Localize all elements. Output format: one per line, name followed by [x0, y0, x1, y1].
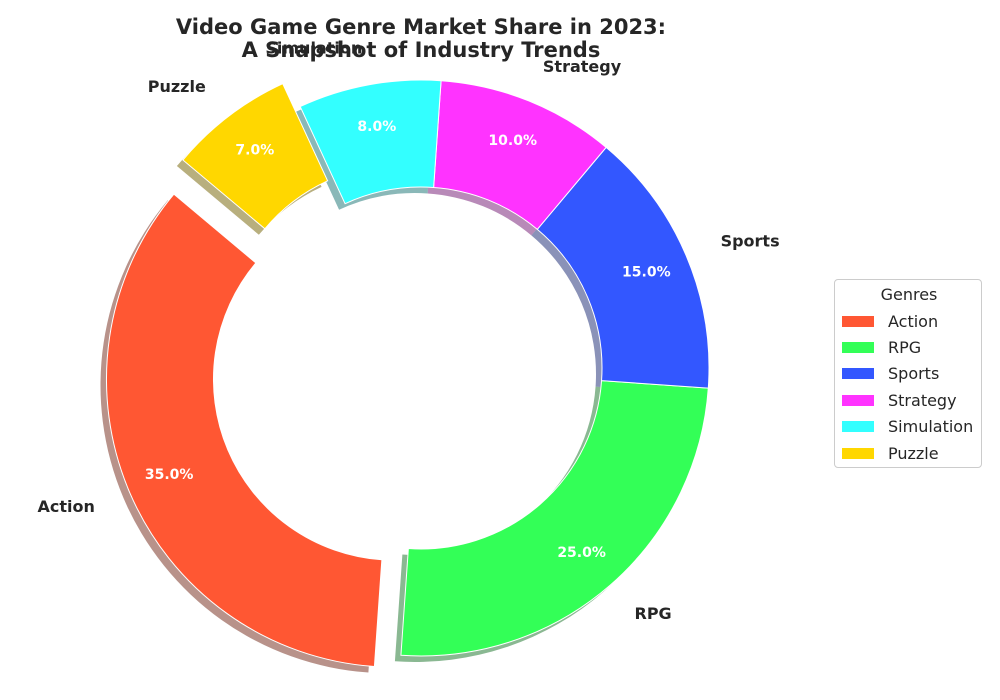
legend-entry-simulation: Simulation: [841, 414, 981, 440]
slice-puzzle: [182, 83, 329, 230]
slice-label-puzzle: Puzzle: [148, 77, 206, 96]
legend-label-simulation: Simulation: [888, 417, 974, 437]
slice-simulation: [299, 79, 442, 205]
legend-swatch-action: [842, 315, 874, 327]
pct-label-simulation: 8.0%: [357, 119, 396, 135]
pct-label-strategy: 10.0%: [488, 133, 537, 149]
legend-label-sports: Sports: [888, 364, 940, 384]
legend-swatch-rpg: [842, 342, 874, 354]
legend: Genres Action RPG Sports Strategy Simulation…: [834, 279, 982, 468]
legend-label-rpg: RPG: [888, 338, 922, 358]
slice-label-rpg: RPG: [635, 604, 672, 623]
pct-label-rpg: 25.0%: [557, 545, 606, 561]
pct-label-action: 35.0%: [145, 467, 194, 483]
legend-entry-action: Action: [841, 308, 981, 334]
slice-label-sports: Sports: [721, 231, 780, 250]
legend-title: Genres: [880, 285, 938, 304]
legend-label-puzzle: Puzzle: [888, 443, 939, 463]
legend-swatch-simulation: [842, 421, 874, 433]
pct-label-sports: 15.0%: [622, 264, 671, 280]
slice-labels: Action 35.0% RPG 25.0% Sports 15.0% Strategy 10…: [38, 38, 780, 623]
pct-label-puzzle: 7.0%: [235, 143, 274, 159]
legend-entry-puzzle: Puzzle: [841, 440, 981, 466]
chart-title-line-2: A Snapshot of Industry Trends: [242, 38, 601, 62]
legend-label-strategy: Strategy: [888, 390, 957, 410]
legend-swatch-strategy: [842, 394, 874, 406]
slices: [106, 79, 710, 668]
legend-entries: Action RPG Sports Strategy Simulation Puzzle: [841, 308, 981, 466]
chart-title-line-1: Video Game Genre Market Share in 2023:: [176, 15, 666, 39]
slice-label-simulation: Simulation: [265, 38, 362, 57]
slice-rpg: [400, 380, 709, 657]
legend-entry-strategy: Strategy: [841, 387, 981, 413]
legend-swatch-puzzle: [842, 447, 874, 459]
slice-label-strategy: Strategy: [543, 57, 622, 76]
legend-label-action: Action: [888, 311, 939, 331]
slice-label-action: Action: [38, 497, 95, 516]
legend-entry-sports: Sports: [841, 361, 981, 387]
slice-action: [106, 193, 383, 668]
legend-swatch-sports: [842, 368, 874, 380]
legend-entry-rpg: RPG: [841, 334, 981, 360]
